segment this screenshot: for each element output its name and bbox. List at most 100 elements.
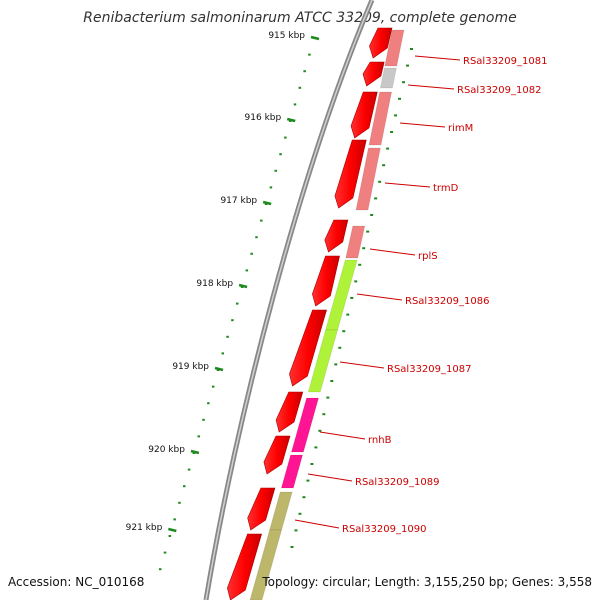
label-leader-line (294, 519, 340, 529)
inner-tick-dot (310, 463, 314, 465)
minor-tick-dot (158, 568, 162, 571)
gene-label[interactable]: trmD (433, 183, 459, 194)
minor-tick-dot (168, 535, 172, 537)
axis-tick-label: 921 kbp (126, 523, 163, 533)
minor-tick-dot (226, 335, 229, 338)
cds-arrow[interactable] (334, 139, 367, 209)
label-leader-line (407, 84, 455, 90)
inner-tick-dot (350, 297, 354, 299)
gene-feature[interactable] (268, 491, 293, 531)
axis-tick (214, 366, 224, 372)
label-leader-line (414, 55, 461, 61)
inner-tick-dot (402, 81, 406, 84)
cds-arrow[interactable] (275, 391, 304, 433)
gene-feature[interactable] (379, 67, 398, 89)
axis-tick (168, 527, 177, 533)
label-leader-line (319, 431, 366, 440)
minor-tick-dot (269, 186, 273, 189)
gene-feature[interactable] (345, 225, 366, 259)
inner-tick-dot (386, 147, 390, 150)
inner-tick-dot (318, 429, 322, 432)
minor-tick-dot (303, 70, 306, 73)
minor-tick-dot (250, 252, 253, 255)
inner-tick-dot (394, 114, 398, 117)
inner-tick-dot (302, 496, 306, 499)
inner-tick-dot (334, 363, 338, 366)
minor-tick-dot (187, 468, 191, 471)
minor-tick-dot (197, 435, 200, 438)
inner-tick-dot (358, 263, 362, 266)
cds-arrow[interactable] (362, 61, 385, 87)
axis-ticks: 915 kbp 916 kbp 917 kbp 918 kbp 919 kbp 920 k… (126, 31, 320, 533)
gene-label[interactable]: rnhB (368, 435, 392, 446)
inner-tick-dot (306, 479, 310, 482)
gene-label[interactable]: rplS (418, 251, 438, 262)
label-leader-line (369, 248, 416, 256)
gene-label[interactable]: rimM (448, 123, 473, 134)
minor-tick-dot (298, 86, 302, 89)
gene-feature[interactable] (280, 454, 304, 489)
inner-tick-dot (326, 396, 330, 399)
inner-tick-dot (290, 546, 294, 548)
inner-tick-dot (314, 446, 318, 449)
minor-tick-dot (308, 53, 311, 56)
gene-feature[interactable] (290, 397, 320, 453)
gene-feature[interactable] (249, 529, 283, 600)
cds-arrow[interactable] (263, 435, 291, 475)
genome-backbone-outer (203, 0, 375, 600)
inner-tick-dot (382, 164, 386, 167)
axis-tick (262, 200, 272, 206)
gene-label[interactable]: RSal33209_1087 (387, 364, 471, 375)
cds-arrow[interactable] (369, 27, 393, 59)
axis-tick-label: 919 kbp (172, 362, 209, 372)
inner-tick-dot (346, 313, 350, 316)
minor-tick-dot (235, 302, 239, 305)
gene-feature[interactable] (368, 91, 393, 146)
gene-feature[interactable] (307, 329, 339, 393)
axis-tick (286, 117, 296, 123)
minor-tick-dot (221, 352, 225, 355)
inner-tick-dot (342, 330, 346, 333)
minor-tick-dot (279, 153, 282, 156)
cds-arrow[interactable] (289, 309, 327, 387)
gene-feature[interactable] (384, 29, 405, 67)
inner-tick-dot (406, 64, 410, 67)
gene-label[interactable]: RSal33209_1086 (405, 296, 489, 307)
minor-tick-dot (211, 385, 215, 388)
label-leader-line (307, 473, 353, 482)
minor-tick-dot (202, 418, 205, 421)
cds-track (227, 27, 393, 600)
inner-tick-dot (322, 413, 326, 416)
cds-arrow[interactable] (247, 487, 276, 531)
genome-info-text: Topology: circular; Length: 3,155,250 bp… (261, 575, 592, 589)
inner-tick-dot (362, 247, 366, 250)
cds-arrow[interactable] (350, 91, 378, 139)
feature-track (249, 29, 405, 600)
cds-arrow[interactable] (227, 533, 262, 600)
gene-label[interactable]: RSal33209_1089 (355, 477, 439, 488)
axis-tick (310, 35, 320, 41)
gene-feature[interactable] (355, 147, 382, 211)
gene-label[interactable]: RSal33209_1082 (457, 85, 541, 96)
minor-tick-dot (178, 501, 181, 504)
gene-label[interactable]: RSal33209_1090 (342, 524, 426, 535)
cds-arrow[interactable] (324, 219, 349, 253)
inner-tick-dot (370, 214, 374, 216)
axis-tick-label: 920 kbp (148, 445, 185, 455)
label-leader-line (356, 293, 403, 301)
inner-tick-dot (374, 197, 378, 200)
accession-text: Accession: NC_010168 (8, 575, 144, 589)
gene-label[interactable]: RSal33209_1081 (463, 56, 547, 67)
minor-tick-dot (207, 402, 210, 405)
cds-arrow[interactable] (312, 255, 340, 307)
inner-tick-dot (298, 512, 302, 515)
inner-tick-dot (390, 131, 394, 133)
minor-tick-dot (274, 169, 277, 172)
axis-tick (190, 449, 200, 455)
inner-tick-dot (378, 180, 382, 183)
minor-tick-dot (260, 219, 263, 222)
map-title: Renibacterium salmoninarum ATCC 33209, c… (83, 10, 516, 26)
inner-tick-dot (410, 48, 413, 50)
inner-tick-dot (366, 230, 370, 233)
